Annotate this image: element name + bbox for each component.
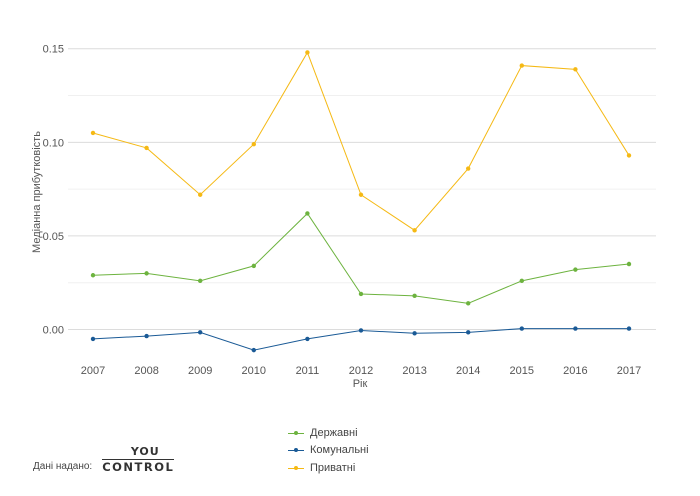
data-point bbox=[305, 336, 310, 342]
data-point bbox=[412, 228, 417, 233]
data-point bbox=[198, 278, 203, 284]
legend-swatch-icon bbox=[288, 445, 304, 455]
x-tick-label: 2009 bbox=[188, 365, 212, 377]
y-tick-label: 0.05 bbox=[43, 231, 64, 243]
data-point bbox=[519, 326, 524, 331]
y-tick-label: 0.15 bbox=[43, 44, 64, 56]
legend-label: Комунальні bbox=[310, 444, 369, 457]
data-point bbox=[358, 291, 364, 297]
legend-swatch-icon bbox=[288, 428, 304, 438]
legend-label: Приватні bbox=[310, 461, 356, 474]
logo-top-text: YOU bbox=[130, 445, 160, 458]
data-point bbox=[466, 166, 471, 171]
legend-item-derzhavni[interactable]: Державні bbox=[288, 424, 369, 442]
y-axis-title: Медіанна прибутковість bbox=[31, 131, 43, 253]
data-point bbox=[305, 211, 310, 216]
data-point bbox=[519, 278, 524, 284]
x-axis-title: Рік bbox=[353, 378, 368, 390]
x-tick-label: 2010 bbox=[242, 365, 266, 377]
data-point bbox=[90, 130, 96, 136]
data-point bbox=[466, 301, 471, 306]
x-tick-label: 2011 bbox=[296, 365, 320, 377]
data-point bbox=[251, 347, 256, 353]
data-point bbox=[573, 267, 578, 272]
data-point bbox=[90, 273, 96, 278]
data-point bbox=[519, 63, 524, 68]
data-point bbox=[198, 192, 203, 197]
data-point bbox=[358, 328, 364, 333]
series-line bbox=[92, 212, 630, 304]
x-tick-label: 2008 bbox=[134, 365, 158, 377]
x-tick-label: 2007 bbox=[81, 365, 105, 377]
legend: Державні Комунальні Приватні bbox=[288, 424, 369, 477]
x-tick-label: 2015 bbox=[510, 365, 534, 377]
data-point bbox=[144, 145, 149, 151]
y-tick-label: 0.10 bbox=[43, 137, 64, 149]
legend-label: Державні bbox=[310, 426, 358, 439]
legend-swatch-icon bbox=[288, 463, 304, 473]
data-point bbox=[626, 153, 632, 158]
youcontrol-logo[interactable]: YOU CONTROL bbox=[102, 445, 175, 474]
data-point bbox=[466, 330, 471, 335]
data-source: Дані надано: YOU CONTROL bbox=[33, 445, 175, 474]
data-point bbox=[144, 271, 149, 276]
data-point bbox=[412, 331, 417, 336]
data-point bbox=[198, 330, 203, 335]
data-point bbox=[358, 192, 364, 197]
legend-item-pryvatni[interactable]: Приватні bbox=[288, 459, 369, 477]
data-point bbox=[573, 326, 578, 331]
data-point bbox=[144, 333, 149, 339]
data-point bbox=[626, 326, 632, 331]
y-tick-label: 0.00 bbox=[43, 325, 64, 337]
data-point bbox=[412, 293, 417, 299]
logo-bottom-text: CONTROL bbox=[102, 459, 175, 474]
x-tick-label: 2017 bbox=[617, 365, 641, 377]
x-tick-label: 2014 bbox=[456, 365, 480, 377]
data-point bbox=[305, 50, 310, 55]
data-point bbox=[626, 261, 632, 267]
data-point bbox=[90, 336, 96, 342]
source-label: Дані надано: bbox=[33, 461, 93, 473]
x-tick-label: 2016 bbox=[563, 365, 587, 377]
data-point bbox=[251, 263, 256, 269]
x-tick-label: 2013 bbox=[402, 365, 426, 377]
line-chart: 0.00 0.05 0.10 0.15 2007 2008 2009 2010 2011 2012… bbox=[31, 44, 656, 390]
x-tick-label: 2012 bbox=[349, 365, 373, 377]
data-point bbox=[251, 141, 256, 147]
data-point bbox=[573, 67, 578, 72]
series-line bbox=[92, 51, 630, 231]
legend-item-komunalni[interactable]: Комунальні bbox=[288, 442, 369, 460]
